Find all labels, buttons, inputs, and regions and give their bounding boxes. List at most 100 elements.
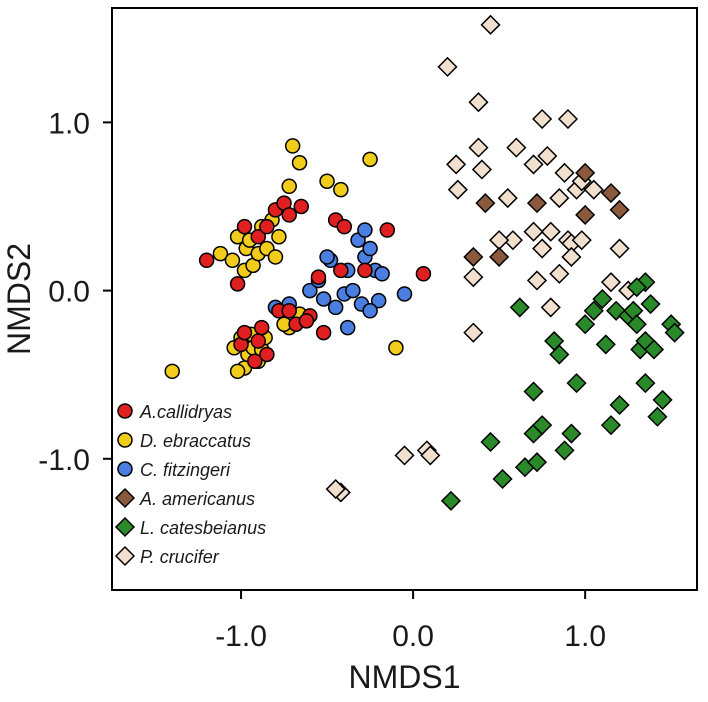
data-point-l-catesbeianus xyxy=(609,394,630,416)
data-point-a-callidryas xyxy=(247,353,263,369)
data-point-p-crucifer xyxy=(468,137,489,158)
data-point-p-crucifer xyxy=(537,145,558,167)
data-point-l-catesbeianus xyxy=(635,373,656,394)
data-point-c-fitzingeri xyxy=(339,319,356,336)
y-axis-title: NMDS2 xyxy=(1,243,37,355)
x-tick-label: 1.0 xyxy=(564,620,606,653)
y-tick-label: 1.0 xyxy=(48,107,90,140)
legend-label-a-callidryas: A.callidryas xyxy=(139,402,232,422)
data-point-l-catesbeianus xyxy=(643,339,665,360)
data-point-a-americanus xyxy=(526,193,548,214)
legend-marker-d-ebraccatus xyxy=(117,432,133,448)
data-point-p-crucifer xyxy=(583,179,604,200)
data-point-p-crucifer xyxy=(447,179,468,200)
data-point-p-crucifer xyxy=(523,221,544,242)
data-point-l-catesbeianus xyxy=(626,277,647,298)
data-point-p-crucifer xyxy=(609,238,630,259)
data-point-p-crucifer xyxy=(497,188,518,209)
data-point-p-crucifer xyxy=(502,230,523,251)
legend-marker-p-crucifer xyxy=(114,545,136,567)
data-point-a-callidryas xyxy=(298,313,315,329)
data-point-l-catesbeianus xyxy=(592,288,613,310)
data-point-a-callidryas xyxy=(333,262,349,279)
data-point-a-callidryas xyxy=(236,218,253,235)
data-point-c-fitzingeri xyxy=(302,282,318,299)
data-point-p-crucifer xyxy=(480,14,501,35)
data-point-p-crucifer xyxy=(394,445,415,466)
data-point-l-catesbeianus xyxy=(595,334,616,355)
legend-marker-c-fitzingeri xyxy=(117,461,133,477)
data-point-l-catesbeianus xyxy=(640,293,661,315)
x-tick-label: 0.0 xyxy=(392,620,434,653)
legend-label-d-ebraccatus: D. ebraccatus xyxy=(140,431,251,451)
data-point-p-crucifer xyxy=(446,154,467,175)
data-point-c-fitzingeri xyxy=(370,292,387,309)
data-point-l-catesbeianus xyxy=(480,431,501,453)
data-point-l-catesbeianus xyxy=(566,373,587,394)
data-point-l-catesbeianus xyxy=(532,415,553,436)
data-point-a-callidryas xyxy=(259,218,275,235)
data-point-d-ebraccatus xyxy=(362,151,378,168)
data-point-a-callidryas xyxy=(415,266,432,282)
data-point-c-fitzingeri xyxy=(362,303,378,319)
data-point-l-catesbeianus xyxy=(554,440,575,461)
data-point-a-americanus xyxy=(463,246,484,268)
data-point-p-crucifer xyxy=(540,297,561,318)
data-point-c-fitzingeri xyxy=(345,282,361,299)
data-point-d-ebraccatus xyxy=(229,363,246,380)
series-a-americanus xyxy=(463,162,630,268)
data-point-p-crucifer xyxy=(523,154,544,175)
data-point-a-callidryas xyxy=(293,198,310,215)
data-point-d-ebraccatus xyxy=(267,249,284,265)
data-point-d-ebraccatus xyxy=(224,252,241,269)
data-point-l-catesbeianus xyxy=(440,490,462,511)
data-point-p-crucifer xyxy=(557,108,579,130)
data-point-d-ebraccatus xyxy=(291,155,308,171)
legend-label-p-crucifer: P. crucifer xyxy=(140,547,220,567)
data-point-p-crucifer xyxy=(532,238,553,259)
data-point-a-callidryas xyxy=(315,324,332,341)
data-point-a-callidryas xyxy=(253,319,270,336)
data-point-p-crucifer xyxy=(325,479,346,500)
data-point-l-catesbeianus xyxy=(526,452,548,473)
data-point-a-callidryas xyxy=(357,262,373,279)
data-point-l-catesbeianus xyxy=(647,406,668,427)
data-point-a-callidryas xyxy=(198,252,215,269)
data-point-d-ebraccatus xyxy=(333,181,349,198)
data-point-l-catesbeianus xyxy=(664,322,685,343)
data-point-a-callidryas xyxy=(310,269,327,285)
data-point-p-crucifer xyxy=(554,162,575,183)
data-point-a-callidryas xyxy=(229,276,246,292)
data-point-p-crucifer xyxy=(600,272,622,293)
data-point-l-catesbeianus xyxy=(509,297,530,318)
data-point-p-crucifer xyxy=(526,270,548,291)
data-point-d-ebraccatus xyxy=(388,340,404,356)
data-point-c-fitzingeri xyxy=(362,240,378,257)
data-point-c-fitzingeri xyxy=(315,291,332,307)
series-p-crucifer xyxy=(325,14,639,503)
data-point-l-catesbeianus xyxy=(600,415,622,436)
data-point-l-catesbeianus xyxy=(492,468,513,490)
data-point-a-americanus xyxy=(475,193,496,214)
legend-marker-l-catesbeianus xyxy=(114,516,136,538)
data-point-p-crucifer xyxy=(420,445,441,466)
data-point-l-catesbeianus xyxy=(583,300,604,321)
data-point-a-callidryas xyxy=(281,303,297,319)
series-a-callidryas xyxy=(198,195,432,369)
legend-label-a-americanus: A. americanus xyxy=(139,489,255,509)
legend: A.callidryas D. ebraccatus C. fitzingeri A.… xyxy=(114,402,266,567)
data-point-p-crucifer xyxy=(471,159,492,180)
data-point-l-catesbeianus xyxy=(523,381,544,402)
data-point-d-ebraccatus xyxy=(281,178,297,195)
data-point-a-americanus xyxy=(489,246,510,268)
legend-label-l-catesbeianus: L. catesbeianus xyxy=(140,518,266,538)
x-tick-label: -1.0 xyxy=(215,620,267,653)
data-point-d-ebraccatus xyxy=(164,363,180,380)
data-point-c-fitzingeri xyxy=(374,266,390,282)
data-point-a-callidryas xyxy=(236,324,253,341)
data-point-a-americanus xyxy=(609,199,630,220)
data-point-a-callidryas xyxy=(259,346,275,363)
legend-label-c-fitzingeri: C. fitzingeri xyxy=(140,460,231,480)
